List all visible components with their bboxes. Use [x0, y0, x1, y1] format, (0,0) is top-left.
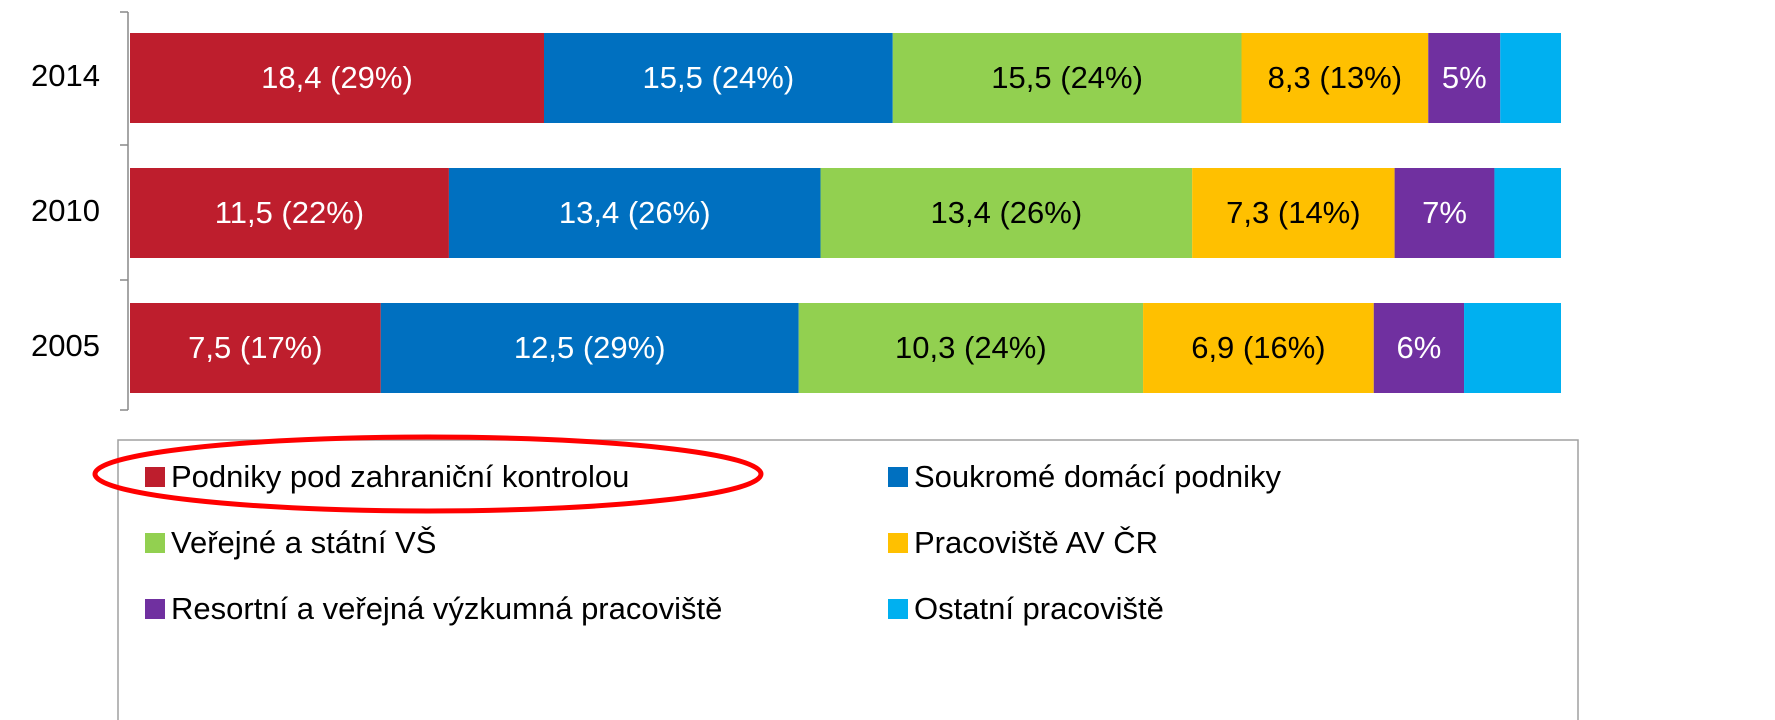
data-label: 7,3 (14%) [1226, 195, 1360, 230]
bar-segment [1394, 168, 1495, 258]
legend-label: Podniky pod zahraniční kontrolou [171, 459, 629, 494]
data-label: 11,5 (22%) [215, 195, 364, 230]
legend-swatch [888, 599, 908, 619]
bar-segment [544, 33, 893, 123]
bar-segment [1192, 168, 1395, 258]
bar-segment [892, 33, 1242, 123]
legend-box [117, 439, 1579, 720]
legend-label: Ostatní pracoviště [914, 591, 1164, 626]
y-tick-label: 2014 [31, 58, 100, 93]
data-label: 6% [1396, 330, 1441, 365]
data-label: 6,9 (16%) [1191, 330, 1325, 365]
bar-segment [1494, 168, 1561, 258]
legend-label: Resortní a veřejná výzkumná pracoviště [171, 591, 722, 626]
bar-segment [1143, 303, 1374, 393]
bar-segment [130, 168, 449, 258]
data-label: 10,3 (24%) [895, 330, 1047, 365]
y-tick-label: 2010 [31, 193, 100, 228]
bar-segment [1373, 303, 1465, 393]
bar-segment [820, 168, 1193, 258]
data-label: 15,5 (24%) [643, 60, 795, 95]
bar-segment [1428, 33, 1501, 123]
data-label: 13,4 (26%) [559, 195, 711, 230]
y-tick-label: 2005 [31, 328, 100, 363]
data-label: 8,3 (13%) [1268, 60, 1402, 95]
legend-swatch [888, 467, 908, 487]
bar-segment [130, 303, 381, 393]
data-label: 7% [1422, 195, 1467, 230]
bar-segment [1464, 303, 1561, 393]
legend-swatch [888, 533, 908, 553]
bar-segment [1500, 33, 1561, 123]
bar-segment [448, 168, 821, 258]
data-label: 13,4 (26%) [931, 195, 1083, 230]
legend-label: Soukromé domácí podniky [914, 459, 1282, 494]
data-label: 7,5 (17%) [188, 330, 322, 365]
data-label: 15,5 (24%) [991, 60, 1143, 95]
bar-segment [798, 303, 1144, 393]
legend-label: Pracoviště AV ČR [914, 525, 1158, 560]
bar-segment [380, 303, 799, 393]
data-label: 12,5 (29%) [514, 330, 666, 365]
legend-swatch [145, 599, 165, 619]
legend-label: Veřejné a státní VŠ [171, 525, 436, 560]
legend-swatch [145, 467, 165, 487]
bar-segment [130, 33, 544, 123]
data-label: 18,4 (29%) [261, 60, 413, 95]
highlight-ellipse [92, 434, 764, 514]
legend-swatch [145, 533, 165, 553]
bar-segment [1241, 33, 1429, 123]
data-label: 5% [1442, 60, 1487, 95]
